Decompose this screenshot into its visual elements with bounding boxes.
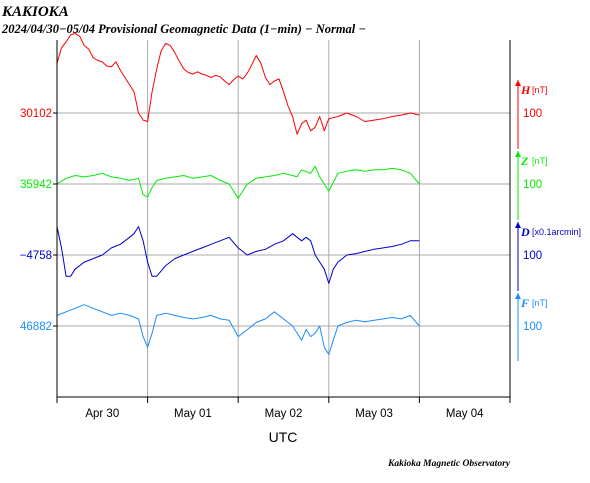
baseline-label-H: 30102 <box>20 108 52 120</box>
scale-label-H: 100 <box>523 108 542 120</box>
scale-label-D: 100 <box>523 250 542 262</box>
component-letter-Z: Z <box>520 154 529 168</box>
series-line-H <box>56 33 420 135</box>
series-line-F <box>56 304 420 355</box>
axes <box>53 40 521 403</box>
unit-label-D: [x0.1arcmin] <box>532 227 581 237</box>
chart-title: KAKIOKA <box>1 4 69 20</box>
series-line-Z <box>56 165 420 199</box>
baseline-label-D: −4758 <box>20 250 52 262</box>
scale-arrow-F <box>515 293 521 299</box>
scale-arrow-H <box>515 80 521 86</box>
x-tick-label: May 03 <box>355 408 393 420</box>
baseline-label-F: 46882 <box>20 321 52 333</box>
x-tick-label: Apr 30 <box>85 408 119 420</box>
scale-label-F: 100 <box>523 321 542 333</box>
chart-subtitle: 2024/04/30−05/04 Provisional Geomagnetic… <box>1 22 366 36</box>
observatory-credit: Kakioka Magnetic Observatory <box>387 459 511 469</box>
scale-arrow-Z <box>515 151 521 157</box>
unit-label-H: [nT] <box>532 85 548 95</box>
series-lines <box>56 33 420 355</box>
x-tick-label: May 04 <box>446 408 484 420</box>
scale-label-Z: 100 <box>523 179 542 191</box>
unit-label-F: [nT] <box>532 298 548 308</box>
unit-label-Z: [nT] <box>532 156 548 166</box>
x-axis-label: UTC <box>269 429 298 445</box>
baseline-label-Z: 35942 <box>20 179 52 191</box>
series-line-D <box>56 226 420 284</box>
component-letter-D: D <box>520 225 530 239</box>
x-tick-label: May 01 <box>174 408 212 420</box>
x-tick-label: May 02 <box>265 408 303 420</box>
component-letter-F: F <box>520 296 529 310</box>
grid <box>57 40 510 397</box>
scale-arrow-D <box>515 222 521 228</box>
component-letter-H: H <box>520 83 531 97</box>
